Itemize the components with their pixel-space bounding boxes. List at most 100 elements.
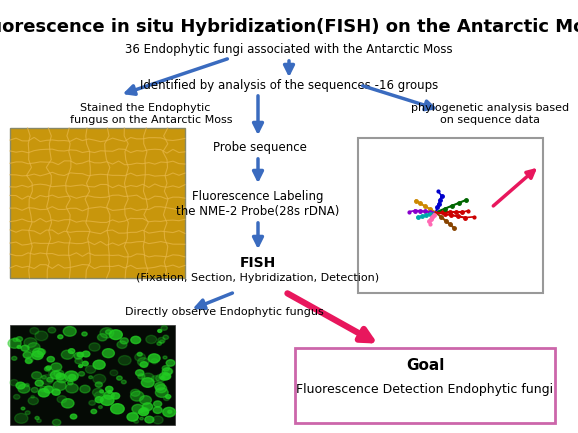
Circle shape [137,352,142,356]
Circle shape [102,349,114,358]
Circle shape [37,419,41,423]
Text: fungus on the Antarctic Moss: fungus on the Antarctic Moss [70,115,232,125]
Circle shape [94,391,105,400]
Bar [10,128,185,278]
Circle shape [127,413,138,421]
Circle shape [98,334,107,341]
Circle shape [44,386,53,393]
Circle shape [162,368,172,375]
Circle shape [98,406,102,408]
Circle shape [138,358,149,366]
Circle shape [139,408,149,416]
Circle shape [51,363,62,371]
Circle shape [160,340,164,343]
Circle shape [74,352,83,359]
Circle shape [93,374,106,384]
Circle shape [138,374,145,379]
Circle shape [117,376,122,380]
Text: Probe sequence: Probe sequence [213,142,307,155]
Circle shape [40,375,53,385]
Circle shape [141,407,147,412]
Circle shape [31,388,38,393]
Circle shape [112,393,120,399]
Circle shape [91,409,97,414]
Circle shape [104,391,114,399]
Text: Fluorescence Detection Endophytic fungi: Fluorescence Detection Endophytic fungi [297,384,554,397]
Circle shape [162,365,169,371]
Circle shape [24,338,37,347]
Circle shape [57,375,68,383]
Circle shape [32,348,45,357]
Circle shape [79,372,84,376]
Circle shape [68,381,73,385]
Circle shape [100,328,114,338]
Circle shape [75,358,82,364]
Circle shape [95,382,102,387]
Circle shape [151,375,160,381]
Circle shape [53,381,66,391]
Circle shape [40,386,47,392]
Circle shape [134,420,139,423]
Circle shape [35,417,39,420]
Circle shape [23,352,32,359]
Circle shape [110,370,118,376]
Circle shape [165,394,171,398]
Circle shape [155,382,165,390]
Text: the NME-2 Probe(28s rDNA): the NME-2 Probe(28s rDNA) [176,204,340,217]
Circle shape [25,359,32,364]
Circle shape [13,338,18,342]
Circle shape [57,396,66,403]
Circle shape [149,354,160,363]
Circle shape [47,356,54,362]
Circle shape [21,407,25,410]
Circle shape [118,355,131,365]
Circle shape [79,365,83,368]
Circle shape [47,377,53,382]
Circle shape [49,371,54,375]
Circle shape [52,389,60,395]
Text: phylogenetic analysis based: phylogenetic analysis based [411,103,569,113]
Circle shape [25,411,30,414]
Circle shape [38,349,46,355]
Circle shape [42,375,46,379]
Circle shape [131,389,140,396]
Circle shape [120,338,128,344]
Circle shape [61,399,74,408]
Circle shape [135,353,146,361]
Circle shape [164,368,173,375]
Circle shape [35,380,43,386]
Circle shape [71,414,77,419]
Text: (Fixation, Section, Hybridization, Detection): (Fixation, Section, Hybridization, Detec… [136,273,380,283]
Circle shape [100,390,103,393]
Circle shape [158,337,165,343]
Circle shape [13,394,20,399]
Text: Stained the Endophytic: Stained the Endophytic [80,103,210,113]
Circle shape [155,388,168,397]
Text: Fluorescence Labeling: Fluorescence Labeling [192,190,324,203]
Circle shape [136,370,144,376]
Circle shape [28,397,39,405]
Bar [295,348,555,423]
Circle shape [48,327,55,333]
Circle shape [82,332,87,336]
Circle shape [164,396,169,401]
Circle shape [28,343,40,352]
Circle shape [106,330,112,334]
Circle shape [10,380,18,386]
Circle shape [25,357,33,362]
Circle shape [151,359,158,364]
Text: FISH: FISH [240,256,276,270]
Circle shape [32,372,42,379]
Circle shape [163,407,176,417]
Circle shape [89,401,95,405]
Text: Identified by analysis of the sequences -16 groups: Identified by analysis of the sequences … [140,78,438,91]
Circle shape [166,360,175,366]
Circle shape [82,361,88,366]
Circle shape [53,419,61,426]
Circle shape [25,384,29,387]
Circle shape [35,331,48,341]
Circle shape [163,356,167,359]
Circle shape [46,366,51,370]
Circle shape [153,407,162,414]
Circle shape [140,408,149,414]
